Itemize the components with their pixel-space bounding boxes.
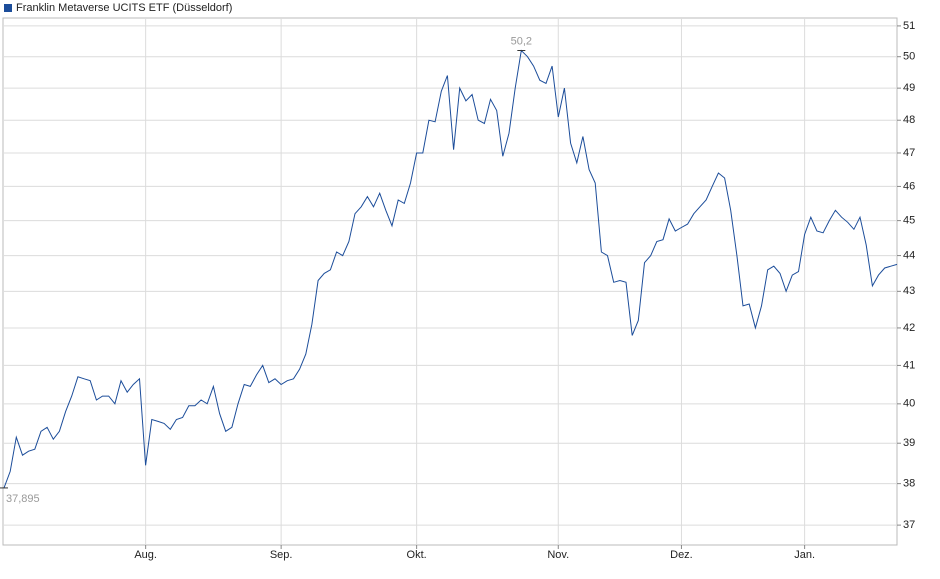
legend-label: Franklin Metaverse UCITS ETF (Düsseldorf… bbox=[16, 2, 232, 14]
y-tick-label: 42 bbox=[903, 322, 915, 334]
legend-swatch bbox=[4, 4, 12, 12]
y-tick-label: 51 bbox=[903, 20, 915, 32]
y-tick-label: 47 bbox=[903, 147, 915, 159]
y-tick-label: 37 bbox=[903, 519, 915, 531]
y-tick-label: 43 bbox=[903, 285, 915, 297]
y-tick-label: 46 bbox=[903, 180, 915, 192]
x-tick-label: Jan. bbox=[794, 549, 815, 561]
x-tick-label: Okt. bbox=[407, 549, 427, 561]
x-tick-label: Nov. bbox=[547, 549, 569, 561]
y-tick-label: 39 bbox=[903, 437, 915, 449]
y-tick-label: 41 bbox=[903, 359, 915, 371]
y-tick-label: 38 bbox=[903, 478, 915, 490]
y-tick-label: 40 bbox=[903, 398, 915, 410]
value-label: 37,895 bbox=[6, 493, 40, 505]
y-tick-label: 48 bbox=[903, 114, 915, 126]
y-tick-label: 45 bbox=[903, 215, 915, 227]
price-line bbox=[3, 49, 898, 489]
x-tick-label: Sep. bbox=[270, 549, 293, 561]
plot-frame bbox=[2, 17, 898, 546]
y-tick-label: 50 bbox=[903, 51, 915, 63]
x-tick-label: Dez. bbox=[670, 549, 693, 561]
y-tick-label: 44 bbox=[903, 249, 915, 261]
y-tick-label: 49 bbox=[903, 82, 915, 94]
x-tick-label: Aug. bbox=[134, 549, 157, 561]
value-label: 50,2 bbox=[511, 35, 532, 47]
